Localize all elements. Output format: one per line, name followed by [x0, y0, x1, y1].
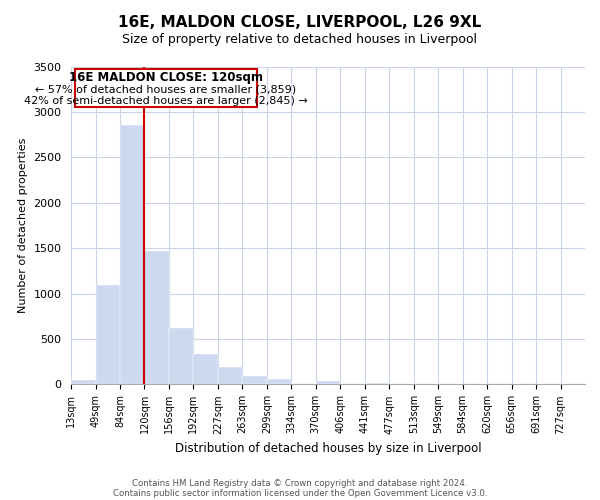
Text: 42% of semi-detached houses are larger (2,845) →: 42% of semi-detached houses are larger (… — [24, 96, 308, 106]
Text: 16E MALDON CLOSE: 120sqm: 16E MALDON CLOSE: 120sqm — [69, 71, 263, 84]
Bar — [267, 380, 292, 384]
Bar — [218, 366, 242, 384]
Bar — [145, 251, 169, 384]
Bar — [193, 354, 218, 384]
Y-axis label: Number of detached properties: Number of detached properties — [17, 138, 28, 313]
Bar — [242, 376, 267, 384]
Bar — [75, 69, 257, 108]
Text: Contains public sector information licensed under the Open Government Licence v3: Contains public sector information licen… — [113, 488, 487, 498]
Bar — [169, 328, 193, 384]
Bar — [95, 286, 120, 384]
Bar — [365, 382, 389, 384]
Text: 16E, MALDON CLOSE, LIVERPOOL, L26 9XL: 16E, MALDON CLOSE, LIVERPOOL, L26 9XL — [118, 15, 482, 30]
Text: Contains HM Land Registry data © Crown copyright and database right 2024.: Contains HM Land Registry data © Crown c… — [132, 478, 468, 488]
Bar — [71, 380, 95, 384]
Bar — [120, 124, 145, 384]
X-axis label: Distribution of detached houses by size in Liverpool: Distribution of detached houses by size … — [175, 442, 481, 455]
Text: ← 57% of detached houses are smaller (3,859): ← 57% of detached houses are smaller (3,… — [35, 84, 296, 94]
Text: Size of property relative to detached houses in Liverpool: Size of property relative to detached ho… — [122, 32, 478, 46]
Bar — [316, 381, 340, 384]
